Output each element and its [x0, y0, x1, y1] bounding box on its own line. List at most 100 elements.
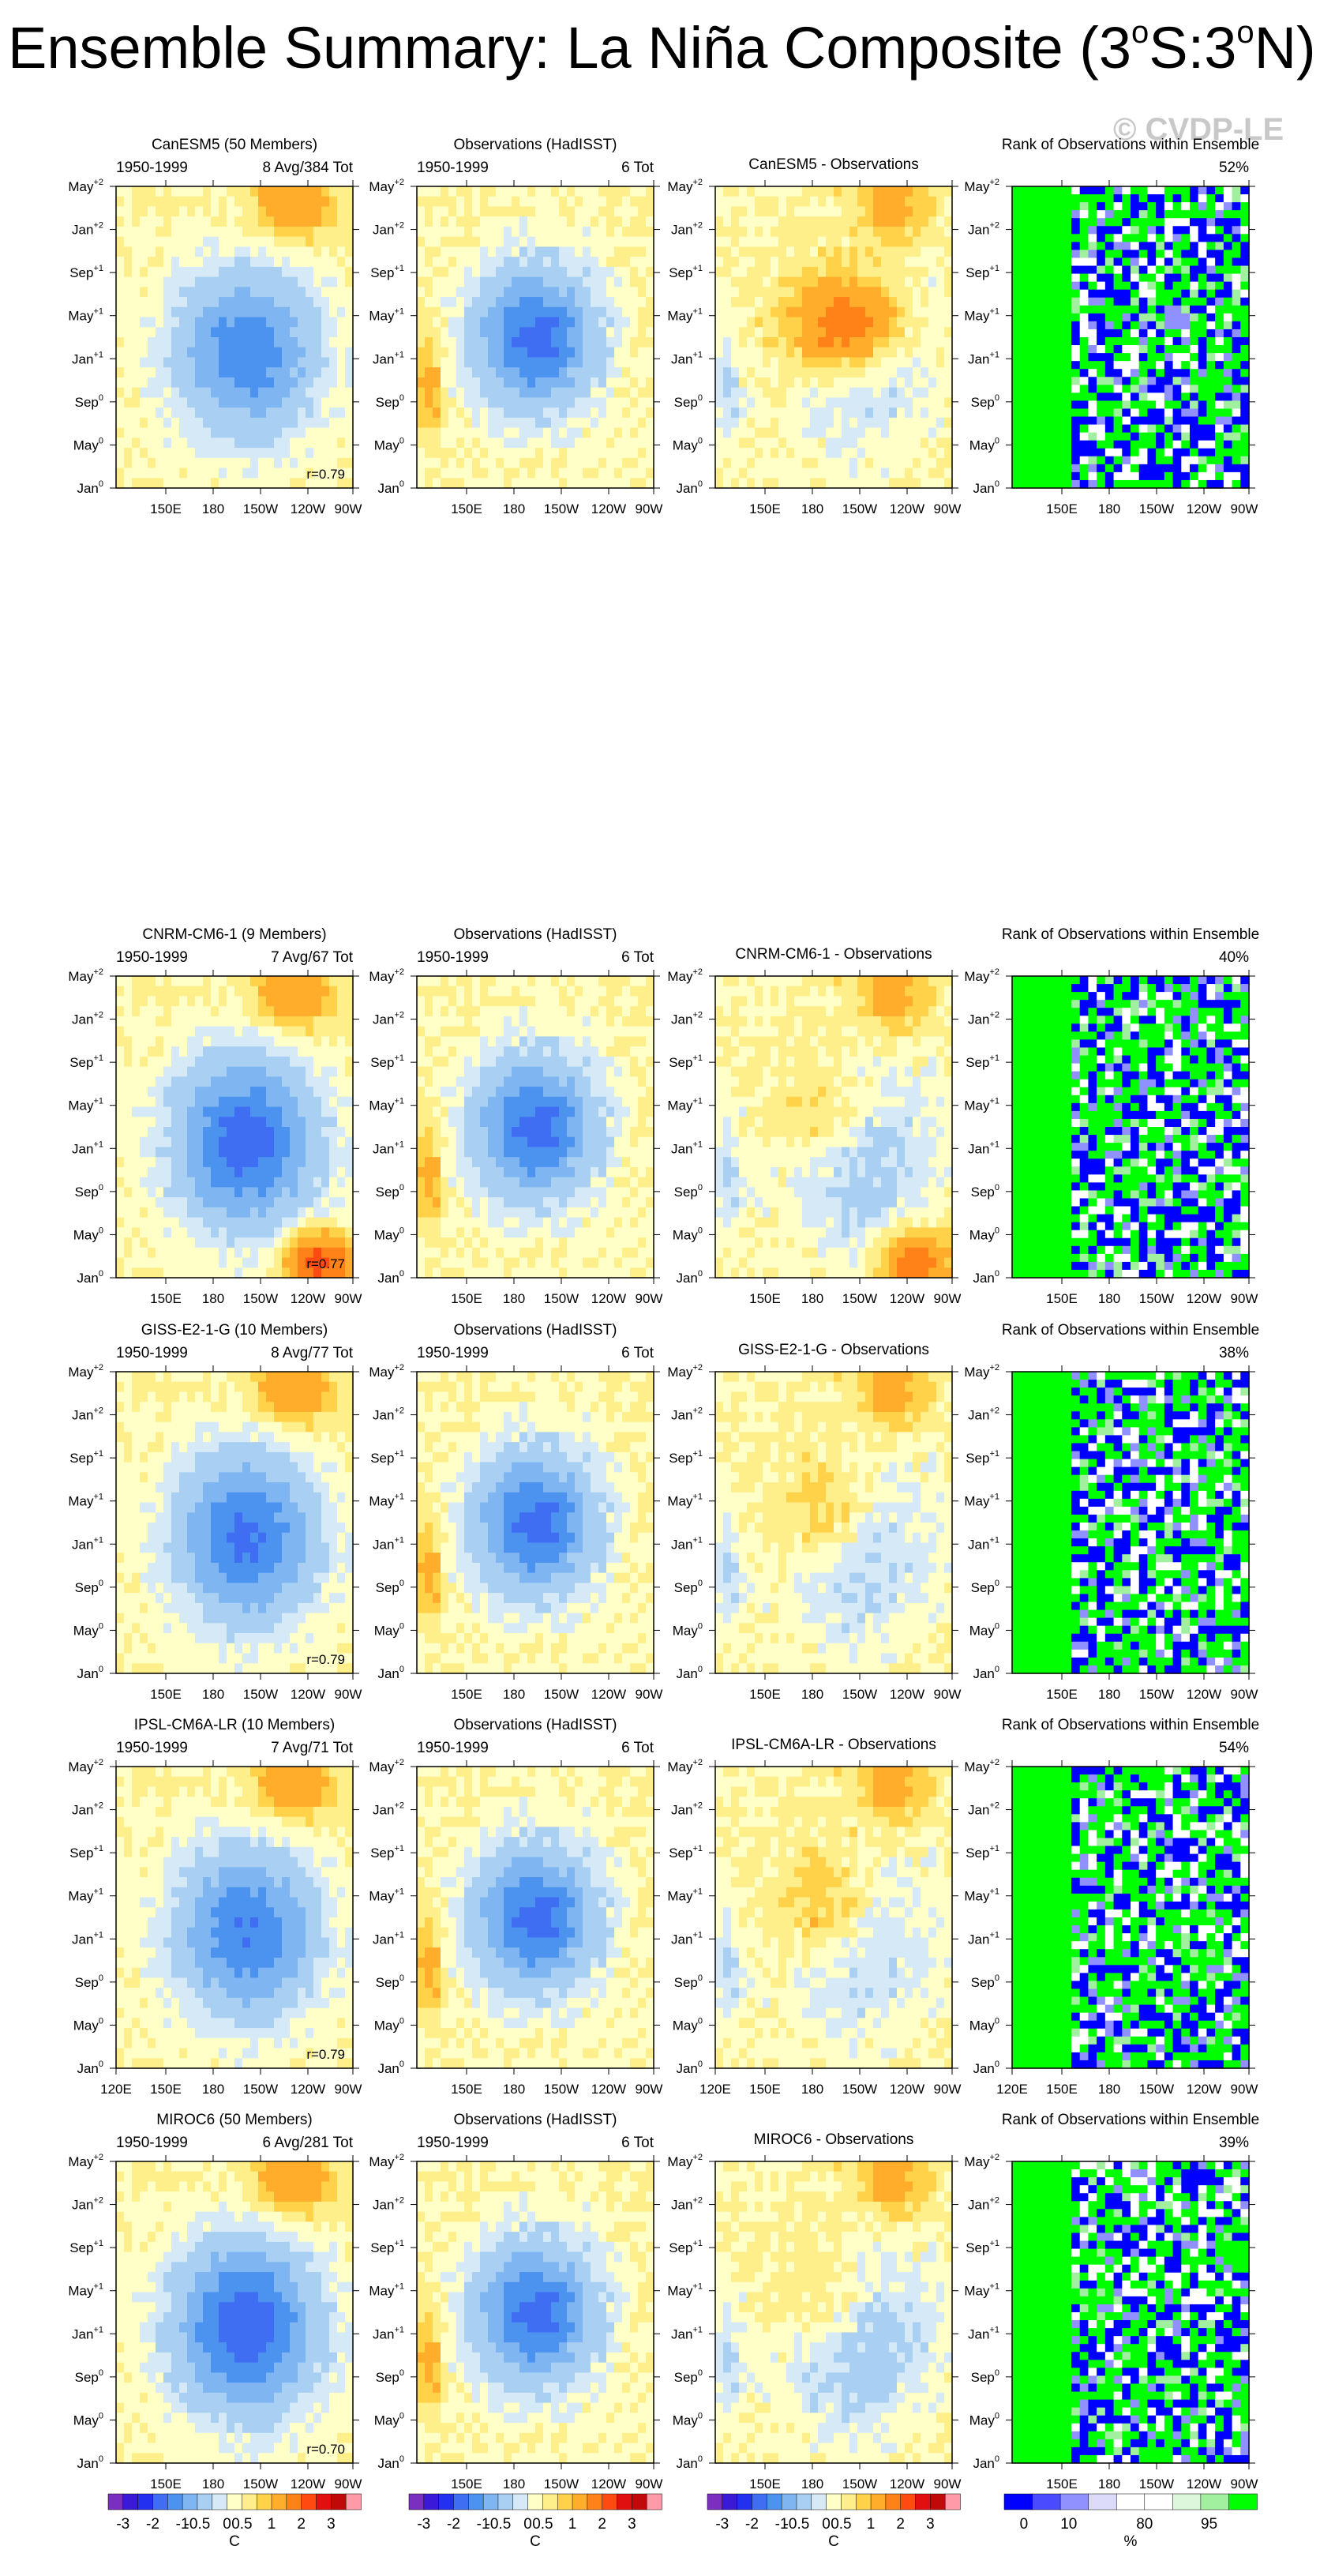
heat-cell: [1079, 289, 1089, 299]
heat-cell: [1131, 377, 1140, 385]
heat-cell: [211, 1166, 219, 1178]
heat-cell: [1215, 313, 1224, 322]
heat-cell: [456, 327, 465, 338]
heat-cell: [512, 437, 520, 449]
heat-cell: [715, 427, 724, 438]
heat-cell: [242, 1127, 251, 1138]
heat-cell: [575, 397, 583, 408]
heat-cell: [156, 1207, 164, 1219]
heat-cell: [298, 1227, 306, 1238]
heat-cell: [345, 448, 354, 459]
heat-cell: [448, 468, 457, 479]
heat-cell: [1045, 186, 1056, 195]
heat-cell: [171, 996, 180, 1007]
heat-cell: [171, 1227, 180, 1238]
heat-cell: [148, 1136, 156, 1148]
heat-cell: [234, 1046, 243, 1057]
heat-cell: [433, 427, 441, 438]
heat-cell: [1181, 369, 1191, 377]
heat-cell: [944, 377, 953, 389]
heat-cell: [156, 437, 164, 449]
y-tick-sup: +1: [989, 307, 999, 317]
heat-cell: [1045, 297, 1056, 306]
heat-cell: [1104, 408, 1115, 418]
heat-cell: [258, 1036, 267, 1047]
heat-cell: [630, 337, 639, 348]
heat-cell: [519, 468, 528, 479]
heat-cell: [1156, 242, 1165, 251]
heat-cell: [345, 1096, 354, 1108]
heat-cell: [345, 1066, 354, 1077]
heat-cell: [865, 257, 874, 268]
heat-cell: [171, 1187, 180, 1198]
heat-cell: [739, 246, 748, 257]
heat-cell: [266, 1056, 275, 1068]
heat-cell: [171, 1076, 180, 1087]
heat-cell: [614, 407, 623, 419]
heat-cell: [313, 478, 322, 489]
heat-cell: [519, 327, 528, 338]
heat-cell: [345, 1187, 354, 1198]
heat-cell: [591, 448, 599, 459]
heat-cell: [771, 317, 779, 328]
heat-cell: [1190, 416, 1199, 426]
heat-cell: [298, 327, 306, 338]
heat-cell: [227, 478, 235, 489]
heat-cell: [755, 457, 763, 469]
heat-cell: [1232, 471, 1241, 481]
heat-cell: [881, 276, 890, 287]
heat-cell: [448, 397, 457, 408]
heat-cell: [771, 457, 779, 469]
heat-cell: [441, 407, 449, 419]
heat-cell: [163, 347, 172, 359]
heat-cell: [472, 257, 481, 268]
heat-cell: [211, 1066, 219, 1077]
heat-cell: [834, 407, 842, 419]
heat-cell: [1122, 416, 1131, 426]
heat-cell: [778, 377, 787, 389]
heat-cell: [512, 357, 520, 368]
x-tick-label: 90W: [335, 501, 362, 516]
heat-cell: [496, 448, 504, 459]
heat-cell: [425, 1197, 433, 1208]
heat-cell: [771, 246, 779, 257]
heat-cell: [1088, 464, 1097, 473]
heat-cell: [132, 206, 141, 217]
heat-cell: [504, 287, 512, 298]
heat-cell: [1029, 281, 1038, 291]
heat-cell: [567, 417, 576, 429]
heat-cell: [132, 417, 141, 429]
y-tick-sup: 0: [698, 436, 703, 445]
heat-cell: [630, 347, 639, 359]
heat-cell: [456, 397, 465, 408]
heat-cell: [1172, 257, 1182, 267]
heat-cell: [464, 297, 473, 308]
heat-cell: [496, 457, 504, 469]
heat-cell: [456, 347, 465, 359]
heat-cell: [826, 226, 834, 238]
heat-cell: [849, 427, 858, 438]
heat-cell: [1164, 479, 1174, 489]
heat-cell: [234, 1157, 243, 1168]
heat-cell: [480, 337, 489, 348]
heat-cell: [140, 196, 148, 208]
heat-cell: [1063, 464, 1072, 473]
heat-cell: [897, 196, 906, 208]
heat-cell: [504, 448, 512, 459]
heat-cell: [723, 246, 732, 257]
heat-cell: [614, 367, 623, 378]
heat-cell: [1097, 456, 1106, 465]
heat-cell: [163, 246, 172, 257]
heat-cell: [519, 196, 528, 208]
heat-cell: [897, 266, 906, 278]
heat-cell: [512, 266, 520, 278]
heat-cell: [171, 276, 180, 287]
heat-cell: [203, 1147, 212, 1158]
heat-cell: [163, 448, 172, 459]
heat-cell: [936, 297, 945, 308]
heat-cell: [496, 246, 504, 257]
heat-cell: [417, 976, 426, 987]
heat-cell: [290, 196, 298, 208]
heat-cell: [1181, 226, 1191, 235]
heat-cell: [1012, 234, 1022, 242]
